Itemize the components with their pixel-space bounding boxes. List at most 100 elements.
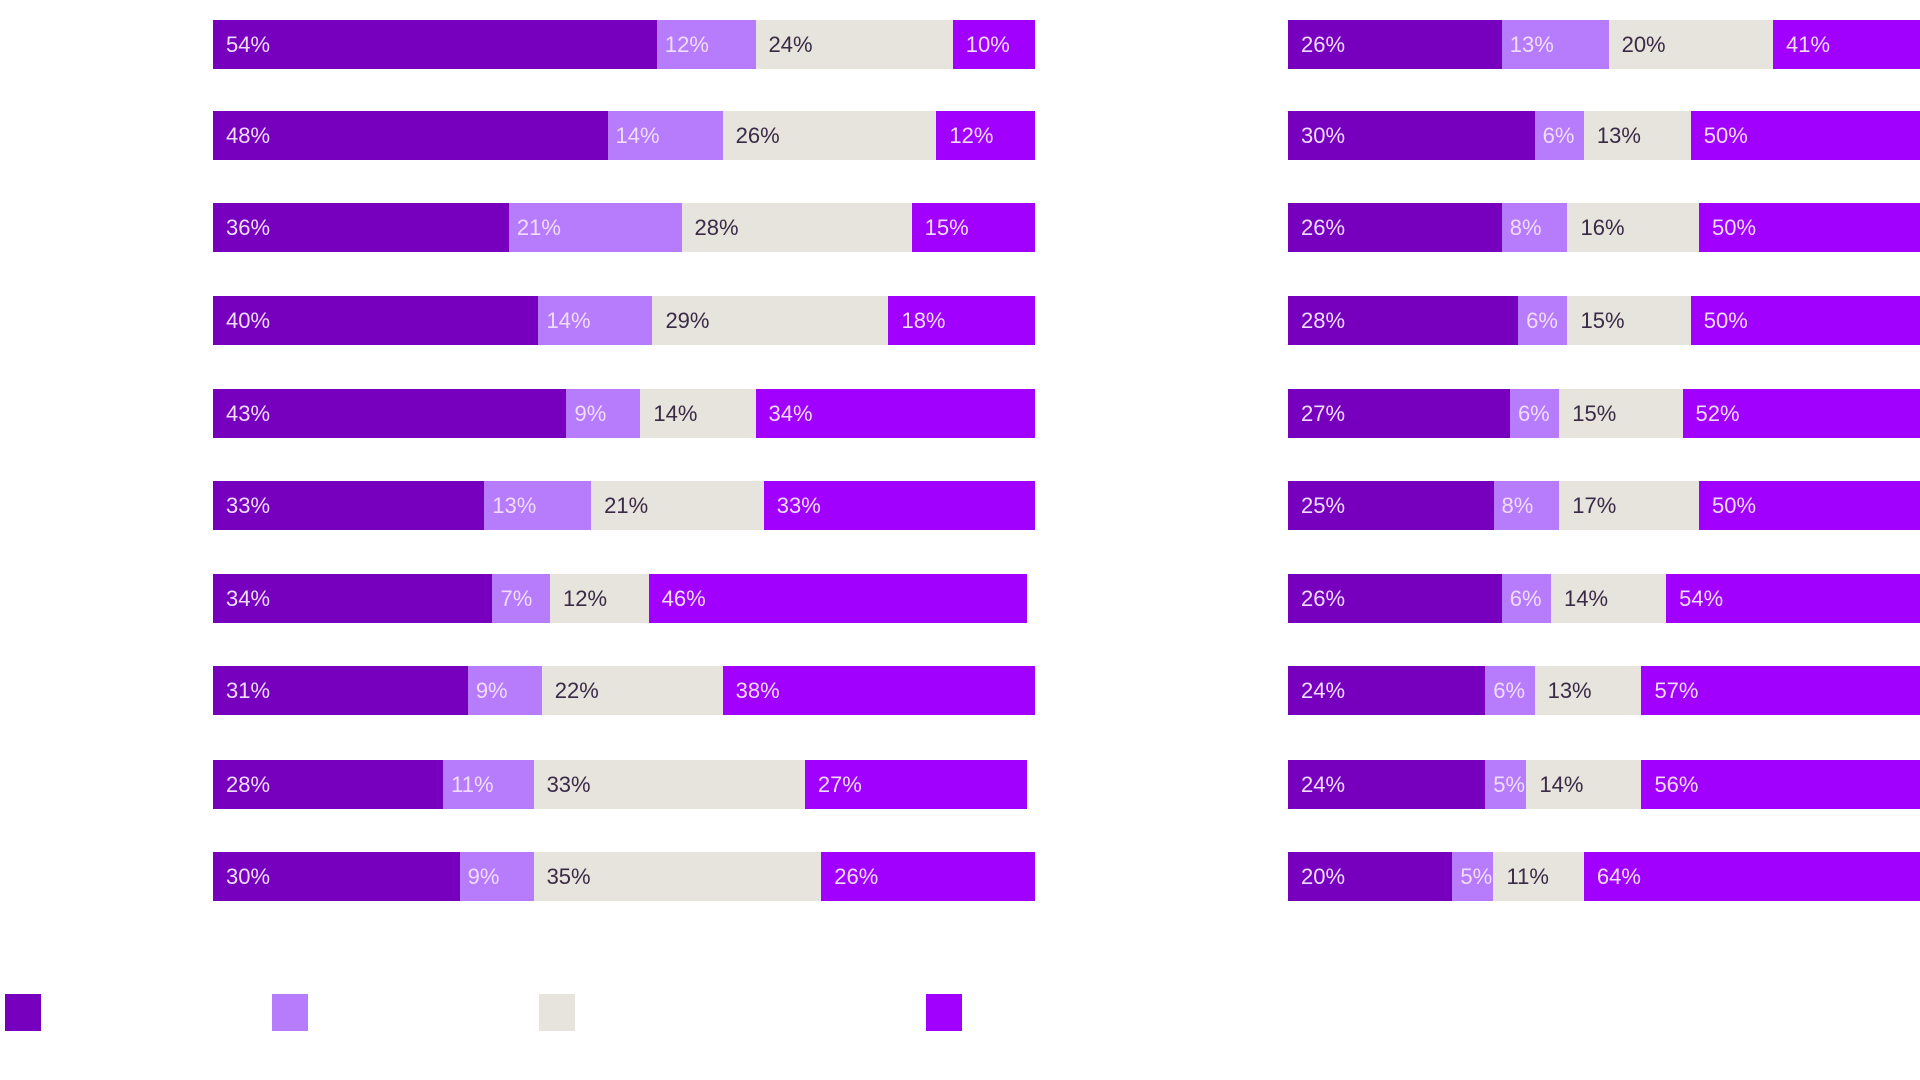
legend-swatch-1	[5, 994, 41, 1031]
bar-segment-series-4: 27%	[804, 760, 1027, 809]
bar-segment-series-2: 7%	[492, 574, 550, 623]
bar-segment-series-1: 24%	[1288, 666, 1486, 715]
bar-segment-series-1: 27%	[1288, 389, 1510, 438]
bar-segment-series-3: 15%	[1567, 296, 1691, 345]
bar-row: 34% 7% 12% 46%	[213, 574, 1035, 623]
bar-segment-series-2: 14%	[607, 111, 723, 160]
bar-row: 54% 12% 24% 10%	[213, 20, 1035, 69]
bar-segment-series-3: 12%	[550, 574, 649, 623]
bar-segment-series-4: 64%	[1583, 852, 1920, 901]
bar-segment-series-4: 50%	[1690, 111, 1920, 160]
bar-segment-series-4: 57%	[1641, 666, 1920, 715]
bar-segment-series-3: 14%	[1551, 574, 1667, 623]
bar-row: 24% 6% 13% 57%	[1288, 666, 1920, 715]
bar-segment-series-4: 33%	[763, 481, 1035, 530]
bar-segment-series-4: 46%	[648, 574, 1027, 623]
bar-row: 25% 8% 17% 50%	[1288, 481, 1920, 530]
charts-area: 54% 12% 24% 10% 48% 14% 26% 12% 36% 21% 28% 15% 40% 1…	[213, 0, 1920, 960]
bar-segment-series-3: 20%	[1608, 20, 1773, 69]
bar-segment-series-4: 10%	[952, 20, 1035, 69]
bar-segment-series-2: 9%	[467, 666, 542, 715]
bar-segment-series-2: 21%	[508, 203, 682, 252]
bar-segment-series-4: 50%	[1698, 481, 1920, 530]
bar-segment-series-1: 25%	[1288, 481, 1494, 530]
legend-swatch-2	[272, 994, 308, 1031]
bar-segment-series-1: 40%	[213, 296, 539, 345]
bar-segment-series-3: 16%	[1567, 203, 1699, 252]
bar-row: 33% 13% 21% 33%	[213, 481, 1035, 530]
bar-segment-series-2: 13%	[1501, 20, 1609, 69]
bar-segment-series-4: 54%	[1666, 574, 1920, 623]
stacked-bar-chart-right: 26% 13% 20% 41% 30% 6% 13% 50% 26% 8% 16% 50% 28% 6% 1…	[1288, 0, 1920, 960]
bar-segment-series-3: 21%	[591, 481, 764, 530]
bar-segment-series-2: 11%	[443, 760, 534, 809]
bar-segment-series-3: 13%	[1534, 666, 1642, 715]
bar-segment-series-1: 28%	[1288, 296, 1519, 345]
bar-segment-series-2: 8%	[1501, 203, 1568, 252]
bar-segment-series-2: 6%	[1485, 666, 1535, 715]
bar-row: 26% 13% 20% 41%	[1288, 20, 1920, 69]
bar-segment-series-4: 56%	[1641, 760, 1920, 809]
bar-row: 30% 6% 13% 50%	[1288, 111, 1920, 160]
bar-row: 20% 5% 11% 64%	[1288, 852, 1920, 901]
bar-segment-series-2: 9%	[459, 852, 534, 901]
bar-segment-series-2: 6%	[1501, 574, 1552, 623]
bar-segment-series-4: 50%	[1698, 203, 1920, 252]
bar-segment-series-3: 35%	[533, 852, 822, 901]
legend-swatch-4	[926, 994, 962, 1031]
bar-segment-series-1: 34%	[213, 574, 493, 623]
bar-row: 48% 14% 26% 12%	[213, 111, 1035, 160]
bar-segment-series-4: 41%	[1772, 20, 1920, 69]
bar-segment-series-1: 31%	[213, 666, 468, 715]
bar-segment-series-2: 8%	[1493, 481, 1560, 530]
stacked-bar-chart-left: 54% 12% 24% 10% 48% 14% 26% 12% 36% 21% 28% 15% 40% 1…	[213, 0, 1035, 960]
bar-segment-series-2: 6%	[1534, 111, 1584, 160]
bar-segment-series-4: 38%	[722, 666, 1035, 715]
bar-segment-series-3: 13%	[1583, 111, 1691, 160]
bar-segment-series-2: 6%	[1509, 389, 1560, 438]
bar-segment-series-1: 26%	[1288, 574, 1502, 623]
bar-segment-series-2: 5%	[1485, 760, 1527, 809]
bar-segment-series-2: 14%	[538, 296, 653, 345]
bar-segment-series-3: 17%	[1559, 481, 1699, 530]
bar-segment-series-3: 22%	[541, 666, 723, 715]
bar-row: 31% 9% 22% 38%	[213, 666, 1035, 715]
bar-segment-series-4: 18%	[888, 296, 1035, 345]
legend-swatch-3	[539, 994, 575, 1031]
bar-segment-series-4: 12%	[936, 111, 1035, 160]
bar-segment-series-1: 30%	[213, 852, 460, 901]
bar-row: 26% 8% 16% 50%	[1288, 203, 1920, 252]
bar-segment-series-2: 6%	[1518, 296, 1568, 345]
bar-segment-series-3: 14%	[1526, 760, 1642, 809]
bar-segment-series-3: 15%	[1559, 389, 1683, 438]
bar-segment-series-1: 20%	[1288, 852, 1453, 901]
bar-row: 36% 21% 28% 15%	[213, 203, 1035, 252]
bar-segment-series-1: 43%	[213, 389, 567, 438]
bar-segment-series-1: 36%	[213, 203, 509, 252]
bar-segment-series-3: 24%	[755, 20, 953, 69]
bar-segment-series-1: 48%	[213, 111, 608, 160]
bar-segment-series-1: 54%	[213, 20, 657, 69]
bar-segment-series-3: 26%	[722, 111, 937, 160]
bar-segment-series-3: 14%	[640, 389, 756, 438]
bar-row: 28% 6% 15% 50%	[1288, 296, 1920, 345]
bar-segment-series-3: 28%	[681, 203, 912, 252]
bar-row: 27% 6% 15% 52%	[1288, 389, 1920, 438]
bar-segment-series-1: 24%	[1288, 760, 1486, 809]
bar-segment-series-1: 26%	[1288, 203, 1502, 252]
bar-segment-series-3: 33%	[533, 760, 805, 809]
bar-segment-series-4: 26%	[821, 852, 1035, 901]
bar-segment-series-1: 30%	[1288, 111, 1535, 160]
bar-segment-series-3: 11%	[1493, 852, 1584, 901]
bar-segment-series-1: 28%	[213, 760, 444, 809]
bar-row: 30% 9% 35% 26%	[213, 852, 1035, 901]
bar-row: 40% 14% 29% 18%	[213, 296, 1035, 345]
bar-segment-series-3: 29%	[652, 296, 889, 345]
bar-segment-series-4: 15%	[911, 203, 1035, 252]
bar-segment-series-4: 50%	[1690, 296, 1920, 345]
bar-segment-series-1: 33%	[213, 481, 485, 530]
bar-row: 28% 11% 33% 27%	[213, 760, 1035, 809]
bar-segment-series-2: 5%	[1452, 852, 1494, 901]
bar-segment-series-1: 26%	[1288, 20, 1502, 69]
bar-row: 43% 9% 14% 34%	[213, 389, 1035, 438]
